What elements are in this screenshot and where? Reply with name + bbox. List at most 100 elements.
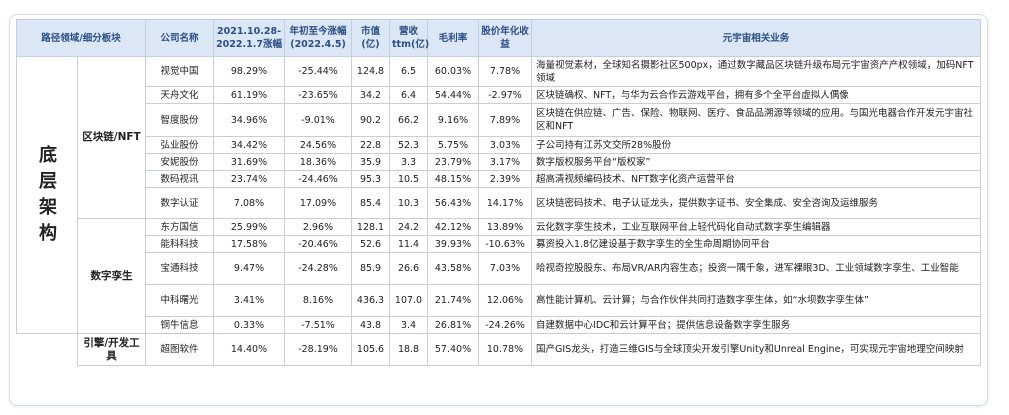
annual-return: -2.97% xyxy=(478,86,533,104)
table-row: 宝通科技 9.47% -24.28% 85.9 26.6 43.58% 7.03… xyxy=(17,252,982,285)
business: 募资投入1.8亿建设基于数字孪生的全生命周期协同平台 xyxy=(531,235,982,253)
market-cap: 124.8 xyxy=(351,56,391,87)
table-row: 数字认证 7.08% 17.09% 85.4 10.3 56.43% 14.17… xyxy=(17,187,982,219)
annual-return: -10.63% xyxy=(478,235,533,253)
change-ytd: 2.96% xyxy=(284,218,353,236)
header-revenue: 营收ttm(亿) xyxy=(389,19,429,57)
annual-return: 7.78% xyxy=(478,56,533,87)
company-name: 弘业股份 xyxy=(145,136,215,154)
header-change-period: 2021.10.28-2022.1.7涨幅 xyxy=(213,19,286,57)
change-ytd: -20.46% xyxy=(284,235,353,253)
business: 超高清视频编码技术、NFT数字化资产运营平台 xyxy=(531,170,982,188)
gross-margin: 56.43% xyxy=(427,187,480,219)
business: 区块链确权、NFT，与华为云合作云游戏平台，拥有多个全平台虚拟人偶像 xyxy=(531,86,982,104)
market-cap: 128.1 xyxy=(351,218,391,236)
table-card: 路径领域/细分板块 公司名称 2021.10.28-2022.1.7涨幅 年初至… xyxy=(9,14,988,406)
gross-margin: 9.16% xyxy=(427,103,480,137)
market-cap: 436.3 xyxy=(351,284,391,317)
change-ytd: -24.28% xyxy=(284,252,353,285)
revenue: 3.3 xyxy=(389,153,429,171)
table-row: 安妮股份 31.69% 18.36% 35.9 3.3 23.79% 3.17%… xyxy=(17,153,982,171)
change-period: 25.99% xyxy=(213,218,286,236)
change-period: 17.58% xyxy=(213,235,286,253)
market-cap: 35.9 xyxy=(351,153,391,171)
market-cap: 85.9 xyxy=(351,252,391,285)
table-row: 中科曙光 3.41% 8.16% 436.3 107.0 21.74% 12.0… xyxy=(17,284,982,317)
change-ytd: -9.01% xyxy=(284,103,353,137)
business: 区块链在供应链、广告、保险、物联网、医疗、食品品溯源等领域的应用。与国光电器合作… xyxy=(531,103,982,137)
revenue: 18.8 xyxy=(389,333,429,366)
revenue: 66.2 xyxy=(389,103,429,137)
company-name: 智度股份 xyxy=(145,103,215,137)
company-name: 视觉中国 xyxy=(145,56,215,87)
revenue: 24.2 xyxy=(389,218,429,236)
revenue: 11.4 xyxy=(389,235,429,253)
gross-margin: 57.40% xyxy=(427,333,480,366)
change-period: 9.47% xyxy=(213,252,286,285)
table-row: 天舟文化 61.19% -23.65% 34.2 6.4 54.44% -2.9… xyxy=(17,86,982,104)
company-name: 东方国信 xyxy=(145,218,215,236)
change-period: 23.74% xyxy=(213,170,286,188)
revenue: 26.6 xyxy=(389,252,429,285)
gross-margin: 26.81% xyxy=(427,316,480,334)
table-row: 引擎/开发工具 超图软件 14.40% -28.19% 105.6 18.8 5… xyxy=(17,333,982,366)
stock-table: 路径领域/细分板块 公司名称 2021.10.28-2022.1.7涨幅 年初至… xyxy=(15,19,982,366)
change-period: 61.19% xyxy=(213,86,286,104)
gross-margin: 23.79% xyxy=(427,153,480,171)
business: 哈视奇控股股东、布局VR/AR内容生态；投资一隅千象，进军裸眼3D、工业领域数字… xyxy=(531,252,982,285)
header-business: 元宇宙相关业务 xyxy=(531,19,982,57)
company-name: 数字认证 xyxy=(145,187,215,219)
revenue: 52.3 xyxy=(389,136,429,154)
business: 高性能计算机、云计算；与合作伙伴共同打造数字孪生体，如“水坝数字孪生体” xyxy=(531,284,982,317)
table-row: 铜牛信息 0.33% -7.51% 43.8 3.4 26.81% -24.26… xyxy=(17,316,982,334)
annual-return: 10.78% xyxy=(478,333,533,366)
gross-margin: 39.93% xyxy=(427,235,480,253)
market-cap: 90.2 xyxy=(351,103,391,137)
table-row: 底层架构 区块链/NFT 视觉中国 98.29% -25.44% 124.8 6… xyxy=(16,56,982,334)
annual-return: 12.06% xyxy=(478,284,533,317)
change-period: 34.96% xyxy=(213,103,286,137)
change-period: 3.41% xyxy=(213,284,286,317)
business: 自建数据中心IDC和云计算平台；提供信息设备数字孪生服务 xyxy=(531,316,982,334)
business: 海量视觉素材，全球知名摄影社区500px，通过数字藏品区块链升级布局元宇宙资产产… xyxy=(531,56,982,87)
revenue: 6.5 xyxy=(389,56,429,87)
annual-return: 7.89% xyxy=(478,103,533,137)
category-label: 底层架构 xyxy=(39,145,57,244)
change-ytd: 17.09% xyxy=(284,187,353,219)
market-cap: 43.8 xyxy=(351,316,391,334)
table-row: 数码视讯 23.74% -24.46% 95.3 10.5 48.15% 2.3… xyxy=(17,170,982,188)
header-company: 公司名称 xyxy=(145,19,215,57)
company-name: 安妮股份 xyxy=(145,153,215,171)
subcategory-blockchain-nft: 区块链/NFT xyxy=(76,56,147,219)
market-cap: 22.8 xyxy=(351,136,391,154)
company-name: 天舟文化 xyxy=(145,86,215,104)
annual-return: 3.17% xyxy=(478,153,533,171)
gross-margin: 21.74% xyxy=(427,284,480,317)
business: 区块链密码技术、电子认证龙头，提供数字证书、安全集成、安全咨询及运维服务 xyxy=(531,187,982,219)
business: 云化数字孪生技术，工业互联网平台上轻代码化自动式数字孪生编辑器 xyxy=(531,218,982,236)
subcategory-engine-tools: 引擎/开发工具 xyxy=(76,333,147,366)
category-cell: 底层架构 xyxy=(16,56,78,334)
change-period: 7.08% xyxy=(213,187,286,219)
change-ytd: 8.16% xyxy=(284,284,353,317)
company-name: 铜牛信息 xyxy=(145,316,215,334)
gross-margin: 54.44% xyxy=(427,86,480,104)
market-cap: 34.2 xyxy=(351,86,391,104)
company-name: 超图软件 xyxy=(145,333,215,366)
market-cap: 105.6 xyxy=(351,333,391,366)
change-period: 98.29% xyxy=(213,56,286,87)
annual-return: 7.03% xyxy=(478,252,533,285)
revenue: 6.4 xyxy=(389,86,429,104)
table-row: 智度股份 34.96% -9.01% 90.2 66.2 9.16% 7.89%… xyxy=(17,103,982,137)
change-ytd: -23.65% xyxy=(284,86,353,104)
table-row: 数字孪生 东方国信 25.99% 2.96% 128.1 24.2 42.12%… xyxy=(17,218,982,334)
company-name: 中科曙光 xyxy=(145,284,215,317)
change-period: 31.69% xyxy=(213,153,286,171)
change-period: 34.42% xyxy=(213,136,286,154)
table-row: 能科科技 17.58% -20.46% 52.6 11.4 39.93% -10… xyxy=(17,235,982,253)
header-category: 路径领域/细分板块 xyxy=(15,19,147,57)
gross-margin: 5.75% xyxy=(427,136,480,154)
header-gross-margin: 毛利率 xyxy=(427,19,480,57)
company-name: 数码视讯 xyxy=(145,170,215,188)
gross-margin: 42.12% xyxy=(427,218,480,236)
